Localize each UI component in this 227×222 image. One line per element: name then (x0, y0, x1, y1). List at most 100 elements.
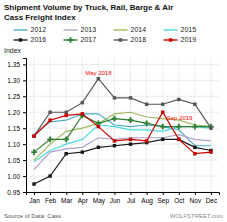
series-marker (64, 111, 67, 114)
legend-item: 2012 (14, 26, 47, 33)
x-tick: May (93, 192, 106, 205)
legend-label: 2018 (131, 36, 147, 43)
series-marker (161, 138, 164, 141)
legend-marker (68, 37, 74, 43)
y-tick-label: 0.95 (7, 189, 20, 196)
series-marker (81, 150, 84, 153)
series-marker (145, 139, 148, 142)
series-line (34, 112, 211, 153)
x-tick-mark (195, 192, 196, 195)
series-marker (32, 182, 35, 185)
grid (26, 58, 219, 192)
x-tick-mark (114, 192, 115, 195)
annotation: May 2018 (85, 70, 112, 76)
series-marker (144, 121, 150, 127)
y-tick: 1.35 (7, 61, 26, 68)
y-grid-line (26, 64, 219, 65)
y-axis: 0.95 1.00 1.05 1.10 1.15 1.20 1.25 1.30 1.35 (7, 59, 26, 196)
y-tick: 1.05 (7, 157, 26, 164)
legend-item: 2013 (64, 26, 97, 33)
series (32, 77, 212, 138)
legend-item: 2019 (164, 36, 197, 43)
source: Source of Data: Cass (4, 213, 61, 219)
annotation: Sep 2019 (167, 115, 193, 121)
y-tick: 1.25 (7, 93, 26, 100)
x-tick-label: Apr (78, 197, 89, 205)
legend-label: 2015 (181, 26, 197, 33)
y-tick-label: 1.00 (7, 173, 20, 180)
series-marker (47, 137, 53, 143)
series-marker (129, 138, 132, 141)
y-tick-mark (23, 80, 26, 81)
series (34, 125, 211, 162)
y-tick: 1.30 (7, 77, 26, 84)
x-grid-line (66, 58, 67, 192)
x-tick-mark (50, 192, 51, 195)
y-tick: 1.10 (7, 141, 26, 148)
x-tick-label: Mar (61, 197, 73, 204)
legend-swatch (64, 29, 78, 30)
series-group (31, 77, 214, 186)
y-tick-label: 1.35 (7, 61, 20, 68)
x-tick-mark (211, 192, 212, 195)
x-tick: Jul (127, 192, 136, 204)
x-axis: JanFebMarAprMayJunJulAugSepOctNovDec (27, 192, 220, 205)
legend-item: 2014 (114, 26, 147, 33)
y-tick-label: 1.10 (7, 141, 20, 148)
series-marker (128, 117, 134, 123)
y-tick-label: 1.15 (7, 125, 20, 132)
legend-label: 2019 (181, 36, 197, 43)
chart: Shipment Volume by Truck, Rail, Barge & … (0, 0, 227, 222)
x-tick: Nov (190, 192, 202, 204)
plot: 0.95 1.00 1.05 1.10 1.15 1.20 1.25 1.30 1.35 Jan F… (7, 58, 219, 205)
x-tick-mark (131, 192, 132, 195)
legend-marker (119, 38, 122, 41)
series-marker (113, 96, 116, 99)
x-tick-label: Jan (29, 197, 40, 204)
x-axis-line (27, 193, 220, 196)
x-tick-mark (163, 192, 164, 195)
legend-item: 2016 (14, 36, 47, 43)
x-tick-label: Aug (141, 197, 153, 205)
series-marker (97, 146, 100, 149)
legend-item: 2017 (64, 36, 97, 43)
x-tick-label: Nov (190, 197, 202, 204)
series-marker (209, 126, 212, 129)
series-line (34, 115, 211, 152)
x-tick-label: Oct (174, 197, 184, 204)
x-tick-label: May (93, 197, 106, 205)
x-tick: Oct (174, 192, 184, 204)
series-marker (161, 103, 164, 106)
series-marker (177, 98, 180, 101)
series-marker (129, 142, 132, 145)
title: Shipment Volume by Truck, Rail, Barge & … (4, 3, 173, 12)
x-grid-line (130, 58, 131, 192)
legend-item: 2015 (164, 26, 197, 33)
series-line (34, 139, 211, 184)
legend-label: 2012 (31, 26, 47, 33)
x-tick: Jan (29, 192, 40, 204)
x-tick-mark (66, 192, 67, 195)
x-tick: Apr (78, 192, 89, 205)
watermark: WOLFSTREET.com (170, 213, 223, 219)
series-marker (145, 103, 148, 106)
series-line (34, 112, 211, 160)
x-grid-line (50, 58, 51, 192)
series-line (34, 114, 211, 146)
x-tick-label: Feb (45, 197, 57, 204)
y-tick-label: 1.20 (7, 109, 20, 116)
series-marker (193, 146, 196, 149)
series-marker (177, 138, 180, 141)
x-tick: Mar (61, 192, 73, 204)
y-tick-label: 1.05 (7, 157, 20, 164)
y-tick-mark (23, 96, 26, 97)
legend-marker (169, 38, 172, 41)
x-tick: Feb (45, 192, 57, 204)
x-tick-label: Jul (127, 197, 136, 204)
series-marker (193, 103, 196, 106)
series-marker (31, 149, 37, 155)
subtitle: Cass Freight Index (4, 13, 76, 22)
series-marker (48, 111, 51, 114)
series (31, 113, 214, 155)
series-marker (192, 124, 198, 130)
